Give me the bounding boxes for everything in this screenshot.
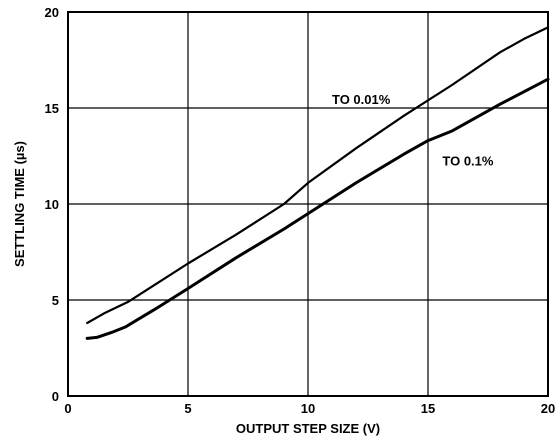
y-tick-label: 10 <box>45 197 59 212</box>
y-tick-label: 0 <box>52 389 59 404</box>
series-annotation: TO 0.1% <box>442 154 494 169</box>
x-tick-label: 15 <box>421 401 435 416</box>
series-annotation: TO 0.01% <box>332 92 391 107</box>
y-tick-label: 5 <box>52 293 59 308</box>
y-tick-label: 15 <box>45 101 59 116</box>
x-tick-label: 10 <box>301 401 315 416</box>
y-tick-label: 20 <box>45 5 59 20</box>
x-tick-label: 20 <box>541 401 555 416</box>
x-axis-label: OUTPUT STEP SIZE (V) <box>236 421 380 436</box>
x-tick-label: 0 <box>64 401 71 416</box>
x-tick-label: 5 <box>184 401 191 416</box>
series-line-to-0-01-percent <box>87 27 548 323</box>
y-axis-label: SETTLING TIME (µs) <box>12 141 27 267</box>
